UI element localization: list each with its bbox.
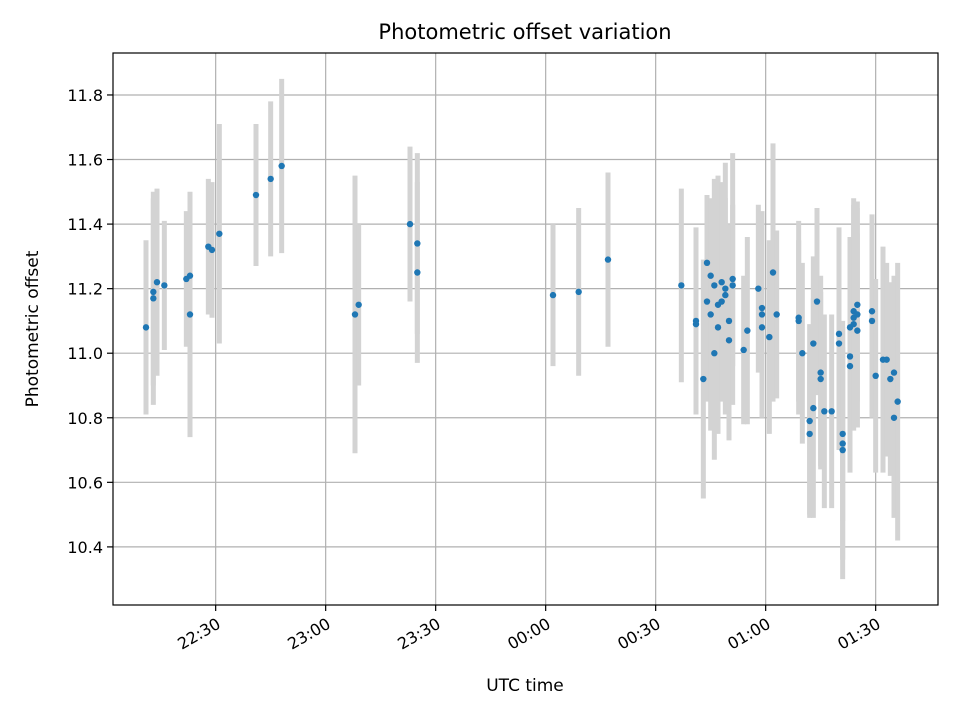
y-tick-label: 10.8 [67, 409, 103, 428]
data-point [773, 311, 780, 318]
data-point [846, 353, 854, 360]
y-axis-ticks: 10.4 10.6 10.8 11.0 11.2 11.4 11.6 11.8 [67, 86, 113, 557]
data-point [850, 320, 857, 328]
data-point [711, 350, 718, 357]
data-point [711, 282, 718, 289]
data-point [740, 346, 747, 354]
y-tick-label: 11.6 [67, 151, 103, 170]
data-point [835, 340, 843, 347]
data-point [252, 191, 260, 199]
y-tick-label: 11.8 [67, 86, 103, 105]
chart-title: Photometric offset variation [378, 20, 671, 44]
data-point [839, 440, 846, 447]
data-point [351, 311, 359, 318]
data-point [813, 298, 821, 305]
data-point [355, 301, 362, 308]
data-point [806, 417, 813, 425]
data-point [406, 220, 414, 228]
data-point [725, 317, 733, 325]
data-point [883, 356, 890, 363]
data-point [718, 298, 725, 305]
data-point [854, 327, 861, 334]
data-point [575, 288, 582, 296]
data-point [758, 304, 766, 312]
data-point [810, 404, 817, 412]
data-point [714, 324, 722, 331]
data-point [549, 291, 557, 299]
data-point [150, 295, 157, 302]
data-point [890, 414, 898, 421]
data-point [810, 340, 817, 347]
data-point [150, 288, 157, 296]
plot-area-frame [112, 52, 939, 606]
data-point [799, 350, 806, 357]
data-point [692, 320, 700, 328]
data-point [854, 311, 861, 318]
y-tick-label: 10.4 [67, 538, 103, 557]
data-point [414, 269, 421, 276]
data-point [725, 337, 733, 344]
data-point [707, 272, 714, 279]
data-point [872, 372, 879, 380]
data-point [142, 324, 150, 331]
data-point [828, 408, 835, 415]
data-point [817, 369, 824, 376]
data-point [208, 246, 216, 254]
data-point [718, 278, 725, 286]
data-point [887, 375, 894, 383]
y-tick-label: 11.2 [67, 280, 103, 299]
data-point [846, 362, 854, 370]
data-point [839, 430, 846, 438]
data-point [755, 285, 762, 292]
data-point [186, 272, 194, 279]
data-point [744, 327, 751, 334]
data-point [890, 369, 898, 376]
data-point [868, 308, 876, 315]
x-axis-label: UTC time [486, 676, 564, 696]
data-point [722, 285, 729, 292]
data-point [703, 298, 711, 305]
data-point [835, 330, 843, 338]
data-point [758, 324, 766, 331]
data-point [678, 282, 685, 289]
data-point [795, 317, 802, 325]
data-point [186, 311, 194, 318]
data-point [839, 446, 846, 454]
data-point [894, 398, 901, 405]
y-tick-label: 10.6 [67, 473, 103, 492]
data-point [729, 275, 736, 283]
data-point [267, 175, 274, 183]
data-point [153, 278, 161, 286]
data-points [142, 162, 901, 454]
data-point [703, 259, 711, 267]
data-point [414, 240, 421, 247]
data-point [769, 269, 777, 276]
data-point [700, 375, 707, 383]
data-point [758, 311, 766, 318]
data-point [278, 162, 285, 170]
data-point [216, 230, 223, 237]
data-point [729, 282, 736, 289]
data-point [821, 408, 828, 415]
y-axis-label: Photometric offset [23, 250, 43, 407]
data-point [707, 311, 714, 318]
data-point [161, 282, 168, 289]
data-point [817, 375, 824, 383]
y-tick-label: 11.0 [67, 344, 103, 363]
data-point [604, 256, 612, 263]
data-point [854, 301, 861, 308]
data-point [806, 430, 813, 438]
data-point [868, 317, 876, 325]
data-point [766, 333, 773, 341]
data-point [722, 291, 729, 299]
y-tick-label: 11.4 [67, 215, 103, 234]
